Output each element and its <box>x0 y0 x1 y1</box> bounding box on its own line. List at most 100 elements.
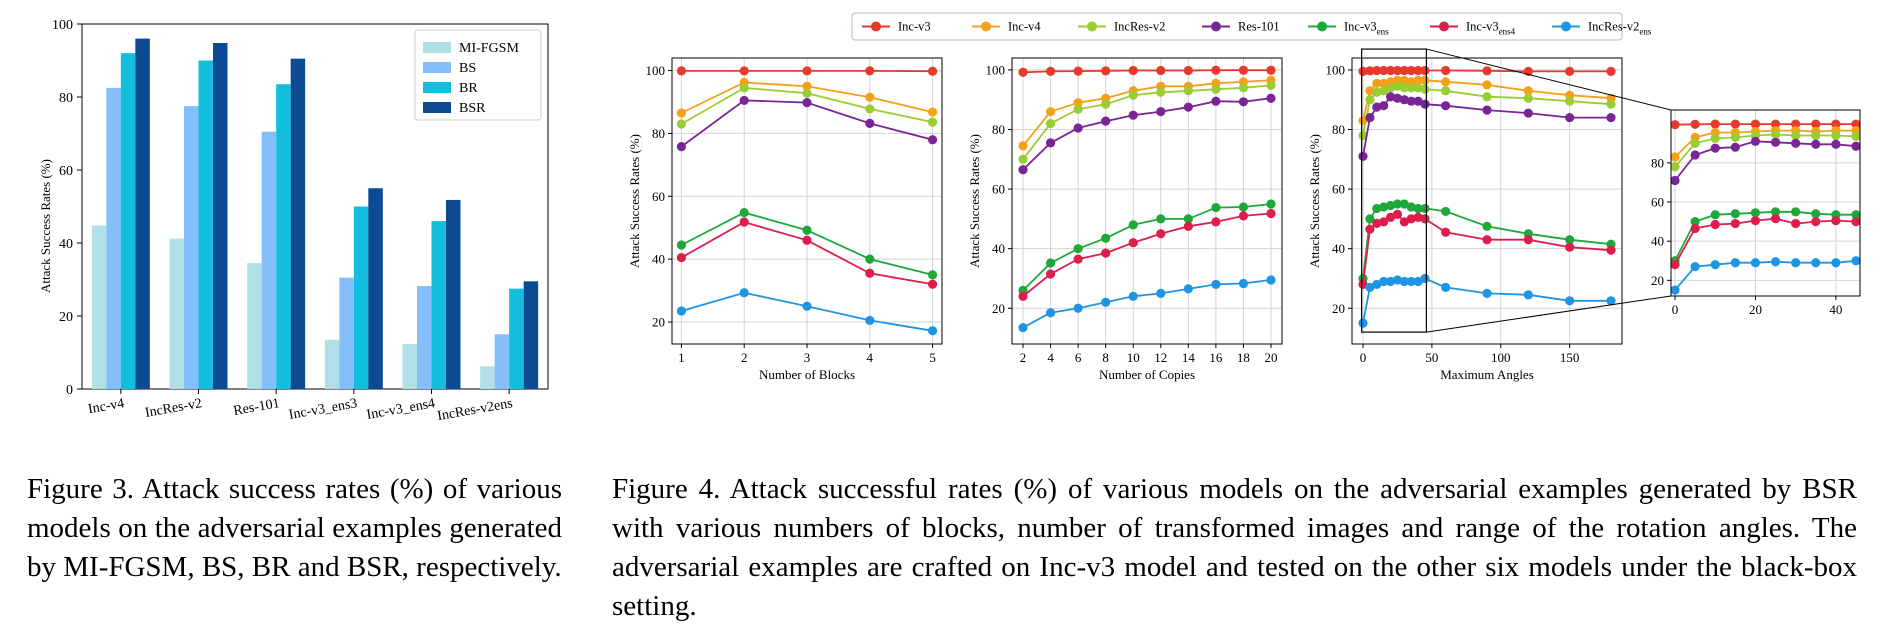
data-point <box>1379 86 1389 96</box>
data-point <box>1811 130 1821 141</box>
data-point <box>1358 151 1368 161</box>
fig4-panel-2: 20 40 60 80 100 2 4 6 8 10 12 14 16 18 20 Number of Cop… <box>967 57 1283 382</box>
legend-label: Inc-v3ens <box>1344 20 1389 37</box>
data-point <box>1399 217 1409 227</box>
x-tick-label: 4 <box>1047 350 1054 365</box>
data-point <box>1441 206 1451 217</box>
data-point <box>1565 66 1575 77</box>
data-point <box>1523 290 1533 300</box>
data-point <box>1211 65 1221 75</box>
legend-label: Res-101 <box>1238 20 1280 34</box>
data-point <box>1482 105 1492 115</box>
x-tick-label: Inc-v4 <box>87 396 126 417</box>
data-point <box>927 117 938 127</box>
bar-br <box>431 221 446 389</box>
data-point <box>1392 93 1403 103</box>
fig3-legend: MI-FGSM BS BR BSR <box>414 29 542 121</box>
x-tick-label: Inc-v3_ens3 <box>288 396 359 423</box>
data-point <box>1420 203 1430 214</box>
data-point <box>1671 175 1680 186</box>
data-point <box>1365 112 1375 123</box>
fig4-panel-3: 20 40 60 80 100 0 50 100 150 Maximum Angles Attack… <box>1307 57 1623 382</box>
data-point <box>1073 66 1083 76</box>
bar-bs <box>494 334 510 389</box>
data-point <box>1379 65 1389 76</box>
data-point <box>1073 303 1083 313</box>
data-point <box>1831 216 1841 226</box>
legend-label: Inc-v4 <box>1008 20 1041 34</box>
y-tick-label: 80 <box>1651 155 1664 170</box>
y-axis-label: Attack Success Rates (%) <box>627 134 642 268</box>
data-point <box>1385 276 1396 287</box>
x-tick-label: 40 <box>1829 302 1842 317</box>
fig4-panel-3: 20 40 60 80 0 20 40 <box>1651 109 1861 317</box>
bar-mi-fgsm <box>324 339 340 389</box>
data-point <box>739 217 749 227</box>
data-point <box>676 252 687 263</box>
data-point <box>1482 288 1492 298</box>
zoom-connector <box>1426 295 1672 333</box>
legend-swatch <box>423 62 451 73</box>
data-point <box>1811 209 1821 219</box>
data-point <box>1606 245 1616 255</box>
data-point <box>1399 75 1409 85</box>
data-point <box>1392 65 1403 76</box>
data-point <box>1770 207 1781 217</box>
data-point <box>1791 138 1801 148</box>
legend-marker <box>871 21 881 32</box>
data-point <box>1730 258 1740 268</box>
y-tick-label: 20 <box>652 315 665 330</box>
x-tick-label: IncRes-v2 <box>144 396 203 421</box>
data-point <box>1811 119 1821 129</box>
series-line-inc-v4 <box>1022 79 1272 147</box>
legend-marker <box>1439 21 1449 32</box>
data-point <box>1606 99 1616 109</box>
y-tick-label: 100 <box>1326 62 1346 77</box>
x-tick-label: 12 <box>1154 350 1167 365</box>
bar-bsr <box>213 42 228 389</box>
fig4-legend: Inc-v3 Inc-v4 IncRes-v2 Res-101 Inc-v3ens Inc… <box>851 12 1652 41</box>
legend-label: Inc-v3 <box>898 20 931 34</box>
data-point <box>1365 86 1375 96</box>
fig3-y-axis-label: Attack Success Rates (%) <box>38 159 53 293</box>
data-point <box>1156 87 1166 97</box>
data-point <box>1811 258 1821 268</box>
data-point <box>1379 276 1389 287</box>
data-point <box>927 107 938 117</box>
data-point <box>1156 229 1166 239</box>
data-point <box>1710 143 1720 153</box>
data-point <box>1045 66 1056 77</box>
data-point <box>1565 296 1575 306</box>
data-point <box>1385 212 1396 222</box>
data-point <box>1851 131 1860 142</box>
data-point <box>739 95 749 106</box>
data-point <box>1392 199 1403 209</box>
data-point <box>1183 86 1193 96</box>
bar-bsr <box>446 199 461 389</box>
bar-mi-fgsm <box>169 238 184 389</box>
data-point <box>1831 139 1841 149</box>
x-tick-label: 18 <box>1237 350 1250 365</box>
bar-br <box>276 84 291 389</box>
y-tick-label: 60 <box>652 189 665 204</box>
data-point <box>1482 221 1492 231</box>
y-axis-label: Attack Success Rates (%) <box>1307 134 1322 268</box>
data-point <box>1730 209 1740 219</box>
data-point <box>1770 137 1781 147</box>
data-point <box>1385 92 1396 102</box>
data-point <box>1018 141 1028 151</box>
data-point <box>1392 209 1403 220</box>
y-tick-label: 80 <box>1332 122 1345 137</box>
y-tick-label: 60 <box>1332 182 1345 197</box>
legend-label: Inc-v3ens4 <box>1466 20 1516 37</box>
data-point <box>927 326 938 336</box>
bar-br <box>120 53 136 389</box>
data-point <box>1671 152 1680 162</box>
data-point <box>1606 112 1616 123</box>
data-point <box>1073 244 1083 254</box>
data-point <box>1406 276 1416 287</box>
data-point <box>1606 66 1616 77</box>
bar-br <box>198 60 213 389</box>
data-point <box>1211 96 1221 106</box>
data-point <box>1238 97 1249 107</box>
